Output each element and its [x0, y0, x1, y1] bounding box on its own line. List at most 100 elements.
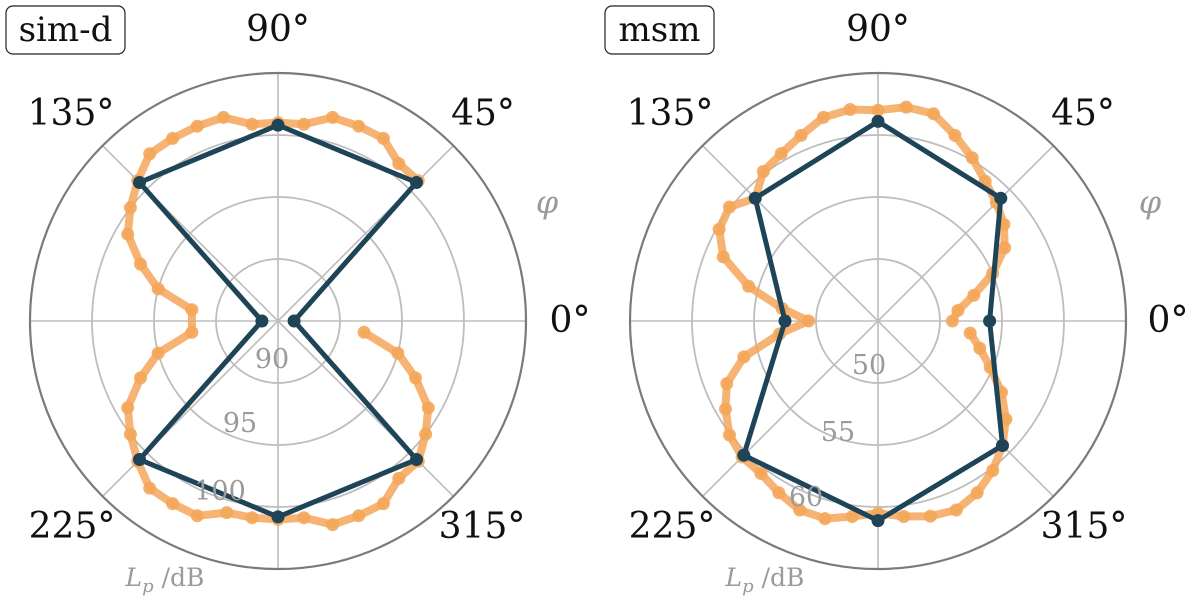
series-point-orange	[352, 509, 366, 523]
radial-tick-1: 55	[821, 417, 855, 448]
series-point-orange	[951, 304, 965, 317]
series-point-orange	[986, 464, 1000, 477]
series-point-dark	[748, 191, 762, 205]
series-point-orange	[843, 103, 857, 116]
panel-title-box	[604, 5, 715, 55]
series-point-orange	[134, 257, 147, 271]
series-point-dark	[133, 453, 146, 466]
series-point-orange	[927, 107, 940, 121]
series-point-orange	[297, 511, 311, 525]
series-point-orange	[392, 471, 406, 485]
series-point-orange	[190, 119, 204, 133]
angle-tick-0: 0°	[550, 300, 591, 341]
series-point-orange	[965, 151, 979, 165]
radial-tick-0: 90	[255, 344, 289, 375]
series-point-dark	[410, 453, 423, 466]
series-point-orange	[712, 222, 726, 236]
series-point-orange	[999, 412, 1013, 426]
angle-tick-225: 225°	[29, 506, 116, 547]
grid-circle	[815, 258, 941, 384]
series-point-dark	[737, 448, 751, 462]
series-point-orange	[190, 509, 204, 523]
grid-circle	[753, 196, 1003, 446]
panel-title: msm	[619, 10, 701, 50]
series-point-orange	[245, 511, 259, 525]
series-point-orange	[326, 518, 340, 532]
series-point-orange	[793, 503, 807, 517]
radial-tick-0: 50	[852, 350, 886, 381]
angle-axis-label: φ	[536, 183, 559, 221]
series-point-dark	[871, 514, 885, 528]
series-point-orange	[151, 282, 165, 296]
series-point-orange	[737, 350, 751, 364]
series-point-orange	[357, 325, 371, 339]
series-point-dark	[996, 439, 1009, 452]
series-point-orange	[419, 427, 433, 441]
grid-circle	[91, 134, 465, 508]
series-point-orange	[945, 314, 959, 328]
series-point-orange	[121, 401, 135, 415]
series-point-orange	[720, 377, 734, 391]
series-point-orange	[897, 510, 911, 523]
angle-tick-315: 315°	[439, 506, 526, 547]
series-point-orange	[392, 157, 406, 171]
series-point-orange	[719, 402, 732, 416]
series-point-orange	[326, 110, 340, 124]
series-point-dark	[778, 314, 792, 328]
polar-panel-sim-d: sim-d 90° 135° 45° 0° 225° 315° φ 90 95 …	[5, 5, 591, 597]
series-point-orange	[970, 486, 984, 500]
series-point-orange	[772, 486, 786, 500]
angle-tick-45: 45°	[1051, 93, 1115, 134]
series-point-dark	[983, 314, 997, 328]
series-point-orange	[376, 497, 390, 511]
series-point-orange	[143, 147, 157, 161]
series-point-dark	[271, 510, 285, 524]
angle-tick-135: 135°	[627, 93, 714, 134]
polar-frame	[628, 71, 1128, 571]
series-point-dark	[871, 114, 885, 128]
series-point-orange	[421, 401, 435, 415]
series-point-orange	[391, 346, 405, 360]
series-point-orange	[948, 128, 962, 142]
angle-tick-135: 135°	[28, 93, 115, 134]
series-point-orange	[754, 467, 768, 480]
series-point-orange	[774, 147, 788, 160]
series-point-orange	[899, 100, 913, 114]
panel-title-box	[5, 5, 126, 55]
radial-axis-label: Lp /dB	[725, 563, 805, 597]
series-point-orange	[723, 428, 736, 442]
series-point-orange	[297, 117, 311, 131]
polar-frame	[28, 71, 528, 571]
series-point-orange	[166, 131, 180, 145]
series-point-orange	[185, 325, 199, 339]
series-point-orange	[949, 503, 963, 517]
angle-tick-45: 45°	[451, 93, 515, 134]
series-point-orange	[123, 427, 137, 441]
series-point-orange	[818, 512, 832, 526]
series-point-orange	[220, 506, 234, 520]
series-point-orange	[816, 110, 830, 124]
series-point-orange	[845, 510, 859, 523]
series-point-orange	[143, 481, 157, 495]
series-point-orange	[409, 371, 422, 385]
series-point-dark	[994, 191, 1008, 205]
series-point-dark	[133, 176, 146, 189]
series-point-orange	[756, 165, 770, 178]
series-point-orange	[151, 346, 165, 360]
series-point-orange	[742, 279, 756, 293]
series-point-orange	[216, 110, 230, 124]
series-point-orange	[802, 314, 816, 328]
series-point-orange	[376, 131, 390, 145]
angle-tick-90: 90°	[846, 9, 910, 50]
series-point-orange	[352, 119, 366, 133]
grid-circle	[215, 258, 341, 384]
angle-tick-315: 315°	[1041, 506, 1128, 547]
grid-circle	[153, 196, 403, 446]
series-point-orange	[134, 371, 147, 385]
series-point-orange	[998, 241, 1012, 255]
radial-tick-1: 95	[223, 408, 257, 439]
series-point-dark	[410, 176, 423, 189]
series-point-orange	[871, 103, 885, 117]
series-point-orange	[794, 128, 808, 142]
